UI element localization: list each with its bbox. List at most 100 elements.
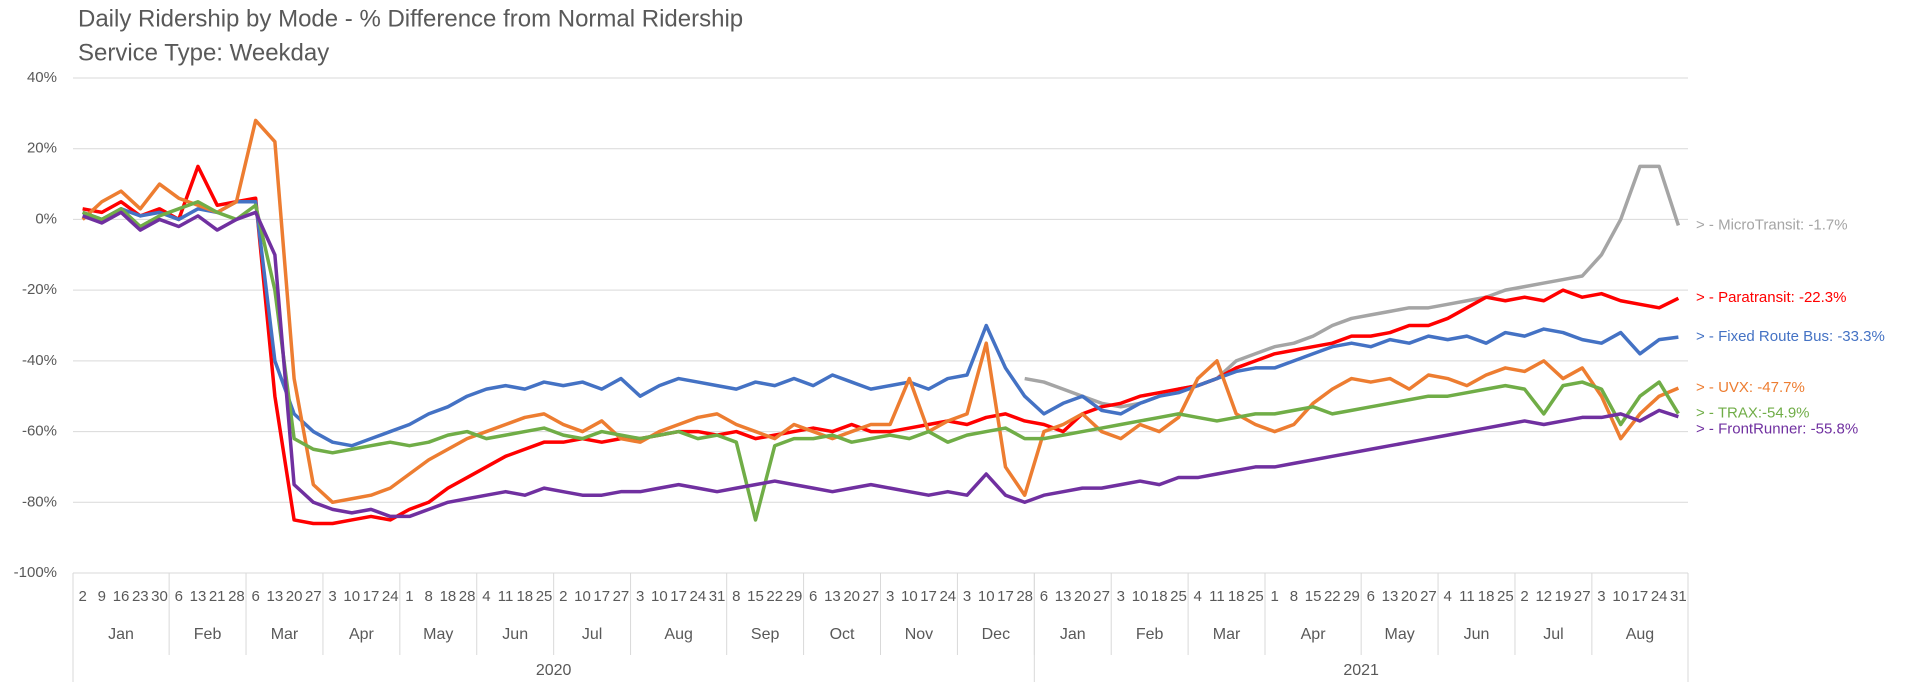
x-day-label: 19 <box>1555 588 1572 605</box>
x-day-label: 24 <box>382 588 399 605</box>
x-day-label: 29 <box>1343 588 1360 605</box>
x-month-label: May <box>1384 626 1414 643</box>
x-month-label: Jan <box>108 626 134 643</box>
x-day-label: 1 <box>405 588 413 605</box>
x-day-label: 8 <box>1290 588 1298 605</box>
x-day-label: 10 <box>651 588 668 605</box>
series-line <box>81 118 1680 505</box>
x-day-label: 22 <box>1324 588 1341 605</box>
end-label: > - Fixed Route Bus: -33.3% <box>1696 328 1885 345</box>
series-line <box>82 200 1679 448</box>
series-line <box>1024 164 1681 409</box>
x-day-label: 10 <box>343 588 360 605</box>
y-tick-label: -80% <box>22 493 57 510</box>
x-day-label: 27 <box>1093 588 1110 605</box>
x-day-label: 4 <box>1194 588 1202 605</box>
x-month-label: Sep <box>751 626 780 643</box>
x-day-label: 25 <box>536 588 553 605</box>
chart-subtitle: Service Type: Weekday <box>78 39 329 66</box>
x-month-label: Jul <box>1543 626 1563 643</box>
x-day-label: 11 <box>1209 588 1225 605</box>
x-day-label: 8 <box>732 588 740 605</box>
x-day-label: 13 <box>190 588 207 605</box>
x-day-label: 27 <box>1420 588 1437 605</box>
y-tick-label: 40% <box>27 69 57 86</box>
x-day-label: 4 <box>1444 588 1452 605</box>
x-day-label: 8 <box>425 588 433 605</box>
x-month-label: Jun <box>502 626 528 643</box>
x-month-label: Jan <box>1060 626 1086 643</box>
x-day-label: 17 <box>1632 588 1649 605</box>
x-day-label: 17 <box>920 588 937 605</box>
x-day-label: 30 <box>151 588 168 605</box>
x-month-label: Nov <box>905 626 933 643</box>
series-line <box>82 200 1680 522</box>
x-day-label: 10 <box>574 588 591 605</box>
x-day-label: 6 <box>251 588 259 605</box>
x-day-label: 16 <box>113 588 130 605</box>
y-tick-label: -100% <box>14 564 57 581</box>
x-day-label: 20 <box>286 588 303 605</box>
x-day-label: 10 <box>901 588 918 605</box>
x-day-label: 25 <box>1497 588 1514 605</box>
x-day-label: 6 <box>175 588 183 605</box>
x-day-label: 13 <box>1382 588 1399 605</box>
x-day-label: 4 <box>482 588 490 605</box>
series-line <box>82 210 1679 519</box>
x-day-label: 31 <box>1670 588 1687 605</box>
x-month-label: Mar <box>1213 626 1241 643</box>
y-tick-label: -40% <box>22 352 57 369</box>
x-day-label: 24 <box>690 588 707 605</box>
x-day-label: 27 <box>863 588 880 605</box>
x-day-label: 2 <box>78 588 86 605</box>
x-day-label: 12 <box>1535 588 1552 605</box>
end-label: > - FrontRunner: -55.8% <box>1696 421 1858 438</box>
x-year-label: 2021 <box>1343 662 1379 679</box>
x-day-label: 3 <box>886 588 894 605</box>
x-day-label: 2 <box>1520 588 1528 605</box>
x-day-label: 13 <box>267 588 284 605</box>
x-day-label: 31 <box>709 588 726 605</box>
x-day-label: 10 <box>978 588 995 605</box>
x-month-label: Feb <box>1136 626 1164 643</box>
x-day-label: 25 <box>1170 588 1187 605</box>
y-tick-label: -60% <box>22 423 57 440</box>
end-label: > - UVX: -47.7% <box>1696 379 1805 396</box>
x-day-label: 6 <box>809 588 817 605</box>
x-day-label: 27 <box>305 588 322 605</box>
x-day-label: 28 <box>1016 588 1033 605</box>
x-day-label: 18 <box>1151 588 1168 605</box>
end-label: > - Paratransit: -22.3% <box>1696 289 1846 306</box>
x-month-label: Feb <box>194 626 222 643</box>
x-month-label: Jun <box>1464 626 1490 643</box>
x-day-label: 3 <box>1597 588 1605 605</box>
x-day-label: 21 <box>209 588 226 605</box>
chart-title: Daily Ridership by Mode - % Difference f… <box>78 5 743 32</box>
x-day-label: 3 <box>1117 588 1125 605</box>
x-day-label: 18 <box>1228 588 1245 605</box>
x-day-label: 10 <box>1612 588 1629 605</box>
x-month-label: Aug <box>1626 626 1654 643</box>
x-month-label: Mar <box>271 626 299 643</box>
y-tick-label: 20% <box>27 140 57 157</box>
x-day-label: 28 <box>228 588 245 605</box>
x-day-label: 1 <box>1270 588 1278 605</box>
x-day-label: 6 <box>1367 588 1375 605</box>
x-day-label: 9 <box>98 588 106 605</box>
x-month-label: Apr <box>349 626 375 643</box>
x-day-label: 29 <box>786 588 803 605</box>
x-day-label: 15 <box>747 588 764 605</box>
x-day-label: 24 <box>1651 588 1668 605</box>
x-day-label: 24 <box>939 588 956 605</box>
x-day-label: 13 <box>1055 588 1072 605</box>
x-day-label: 18 <box>516 588 533 605</box>
x-day-label: 18 <box>1478 588 1495 605</box>
x-day-label: 13 <box>824 588 841 605</box>
x-day-label: 11 <box>1459 588 1475 605</box>
x-day-label: 11 <box>498 588 514 605</box>
x-day-label: 17 <box>997 588 1014 605</box>
x-day-label: 17 <box>593 588 610 605</box>
x-day-label: 17 <box>670 588 687 605</box>
x-day-label: 15 <box>1305 588 1322 605</box>
